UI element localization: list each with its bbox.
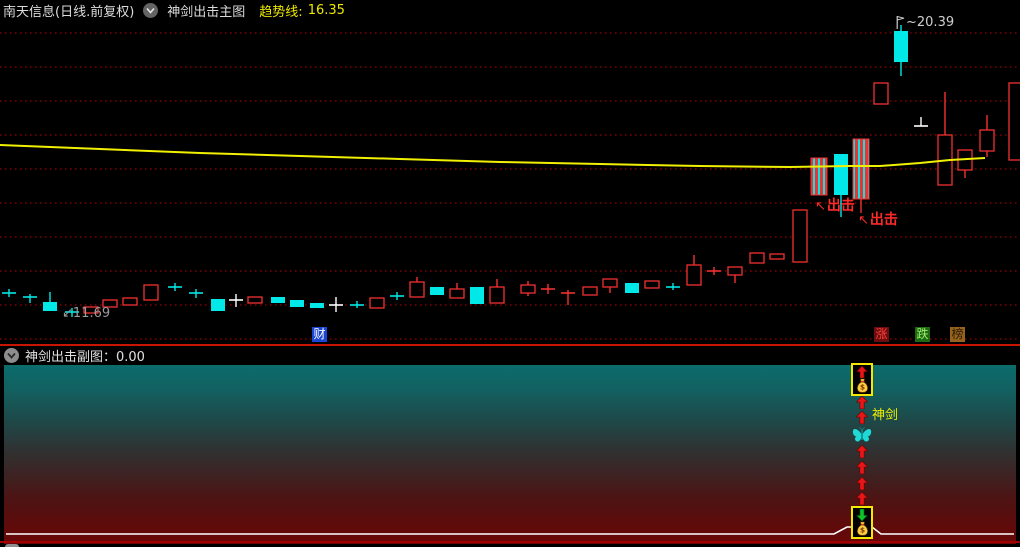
candle-signal — [852, 138, 870, 200]
candles — [2, 25, 1020, 317]
high-price-annotation: ~20.39 — [896, 15, 954, 30]
subchart-title: 神剑出击副图：0.00 — [25, 349, 145, 365]
signal-box-top: $ — [851, 363, 873, 396]
gridlines — [0, 32, 1020, 340]
low-price-annotation: ↙11.69 — [62, 306, 110, 321]
attack-label: 出击 — [826, 198, 855, 214]
badge-gainers[interactable]: 涨 — [874, 327, 889, 342]
low-arrow-icon: ↙ — [62, 306, 73, 321]
bottom-separator — [0, 541, 1020, 543]
candle — [271, 297, 285, 303]
candle — [520, 284, 536, 294]
candle — [369, 297, 385, 309]
panel-separator — [0, 344, 1020, 346]
up-arrow-icon — [856, 445, 868, 458]
candle — [489, 286, 505, 304]
subchart-header: 神剑出击副图：0.00 — [0, 346, 1020, 365]
trendline — [0, 144, 986, 169]
trendline — [0, 144, 986, 169]
candle — [122, 297, 138, 306]
candle — [582, 286, 598, 296]
candle — [979, 129, 995, 152]
butterfly-icon — [852, 427, 872, 442]
trendline-value: 16.35 — [307, 3, 345, 18]
badge-finance[interactable]: 财 — [312, 327, 327, 342]
candle — [310, 303, 324, 308]
up-arrow-icon — [856, 396, 868, 409]
candle — [644, 280, 660, 289]
up-arrow-icon — [856, 366, 868, 379]
candle — [792, 209, 808, 263]
candle — [749, 252, 765, 264]
low-price-label: 11.69 — [72, 306, 111, 321]
attack-annotation: ↖出击 — [858, 209, 898, 229]
up-left-arrow-icon: ↖ — [858, 213, 869, 228]
candle — [602, 278, 618, 288]
candle — [873, 82, 889, 105]
signal-box-bottom: $ — [851, 506, 873, 539]
candle — [83, 306, 99, 314]
collapse-main-button[interactable] — [143, 3, 159, 18]
candle — [449, 288, 465, 299]
sword-label: 神剑 — [872, 408, 899, 423]
flag-icon — [896, 16, 905, 29]
up-arrow-icon — [856, 411, 868, 424]
candle — [1008, 82, 1020, 161]
next-panel-icon — [5, 544, 19, 547]
candle — [211, 299, 225, 311]
candle — [894, 31, 908, 62]
candle — [834, 154, 848, 195]
candle — [290, 300, 304, 307]
money-bag-icon: $ — [856, 378, 868, 393]
candle — [143, 284, 159, 301]
chevron-down-icon — [7, 352, 16, 359]
candle — [686, 264, 702, 286]
main-chart-header: 南天信息(日线.前复权) 神剑出击主图 趋势线: 16.35 — [0, 0, 1020, 21]
up-arrow-icon — [856, 492, 868, 505]
collapse-sub-button[interactable] — [4, 347, 19, 363]
candle — [769, 253, 785, 260]
indicator-name: 神剑出击主图 — [167, 5, 246, 20]
candle — [247, 296, 263, 304]
up-left-arrow-icon: ↖ — [815, 199, 826, 214]
candle-signal — [810, 157, 828, 196]
badge-losers[interactable]: 跌 — [915, 327, 930, 342]
attack-annotation: ↖出击 — [815, 195, 855, 215]
badge-ranking[interactable]: 榜 — [950, 327, 965, 342]
chevron-down-icon — [146, 7, 155, 14]
candle — [625, 283, 639, 293]
candle — [409, 281, 425, 298]
up-arrow-icon — [856, 477, 868, 490]
up-arrow-icon — [856, 461, 868, 474]
money-bag-icon: $ — [856, 521, 868, 536]
candle — [102, 299, 118, 308]
candle — [43, 302, 57, 311]
svg-text:$: $ — [859, 383, 864, 392]
candle — [470, 287, 484, 304]
svg-text:$: $ — [859, 526, 864, 535]
stock-title: 南天信息(日线.前复权) — [3, 5, 135, 20]
subchart-gradient-panel[interactable] — [4, 365, 1016, 544]
attack-label: 出击 — [869, 212, 898, 228]
candle — [430, 287, 444, 295]
candle — [727, 266, 743, 276]
down-arrow-icon — [856, 509, 868, 522]
high-price-label: ~20.39 — [906, 15, 955, 30]
trendline-label: 趋势线: — [259, 5, 303, 20]
